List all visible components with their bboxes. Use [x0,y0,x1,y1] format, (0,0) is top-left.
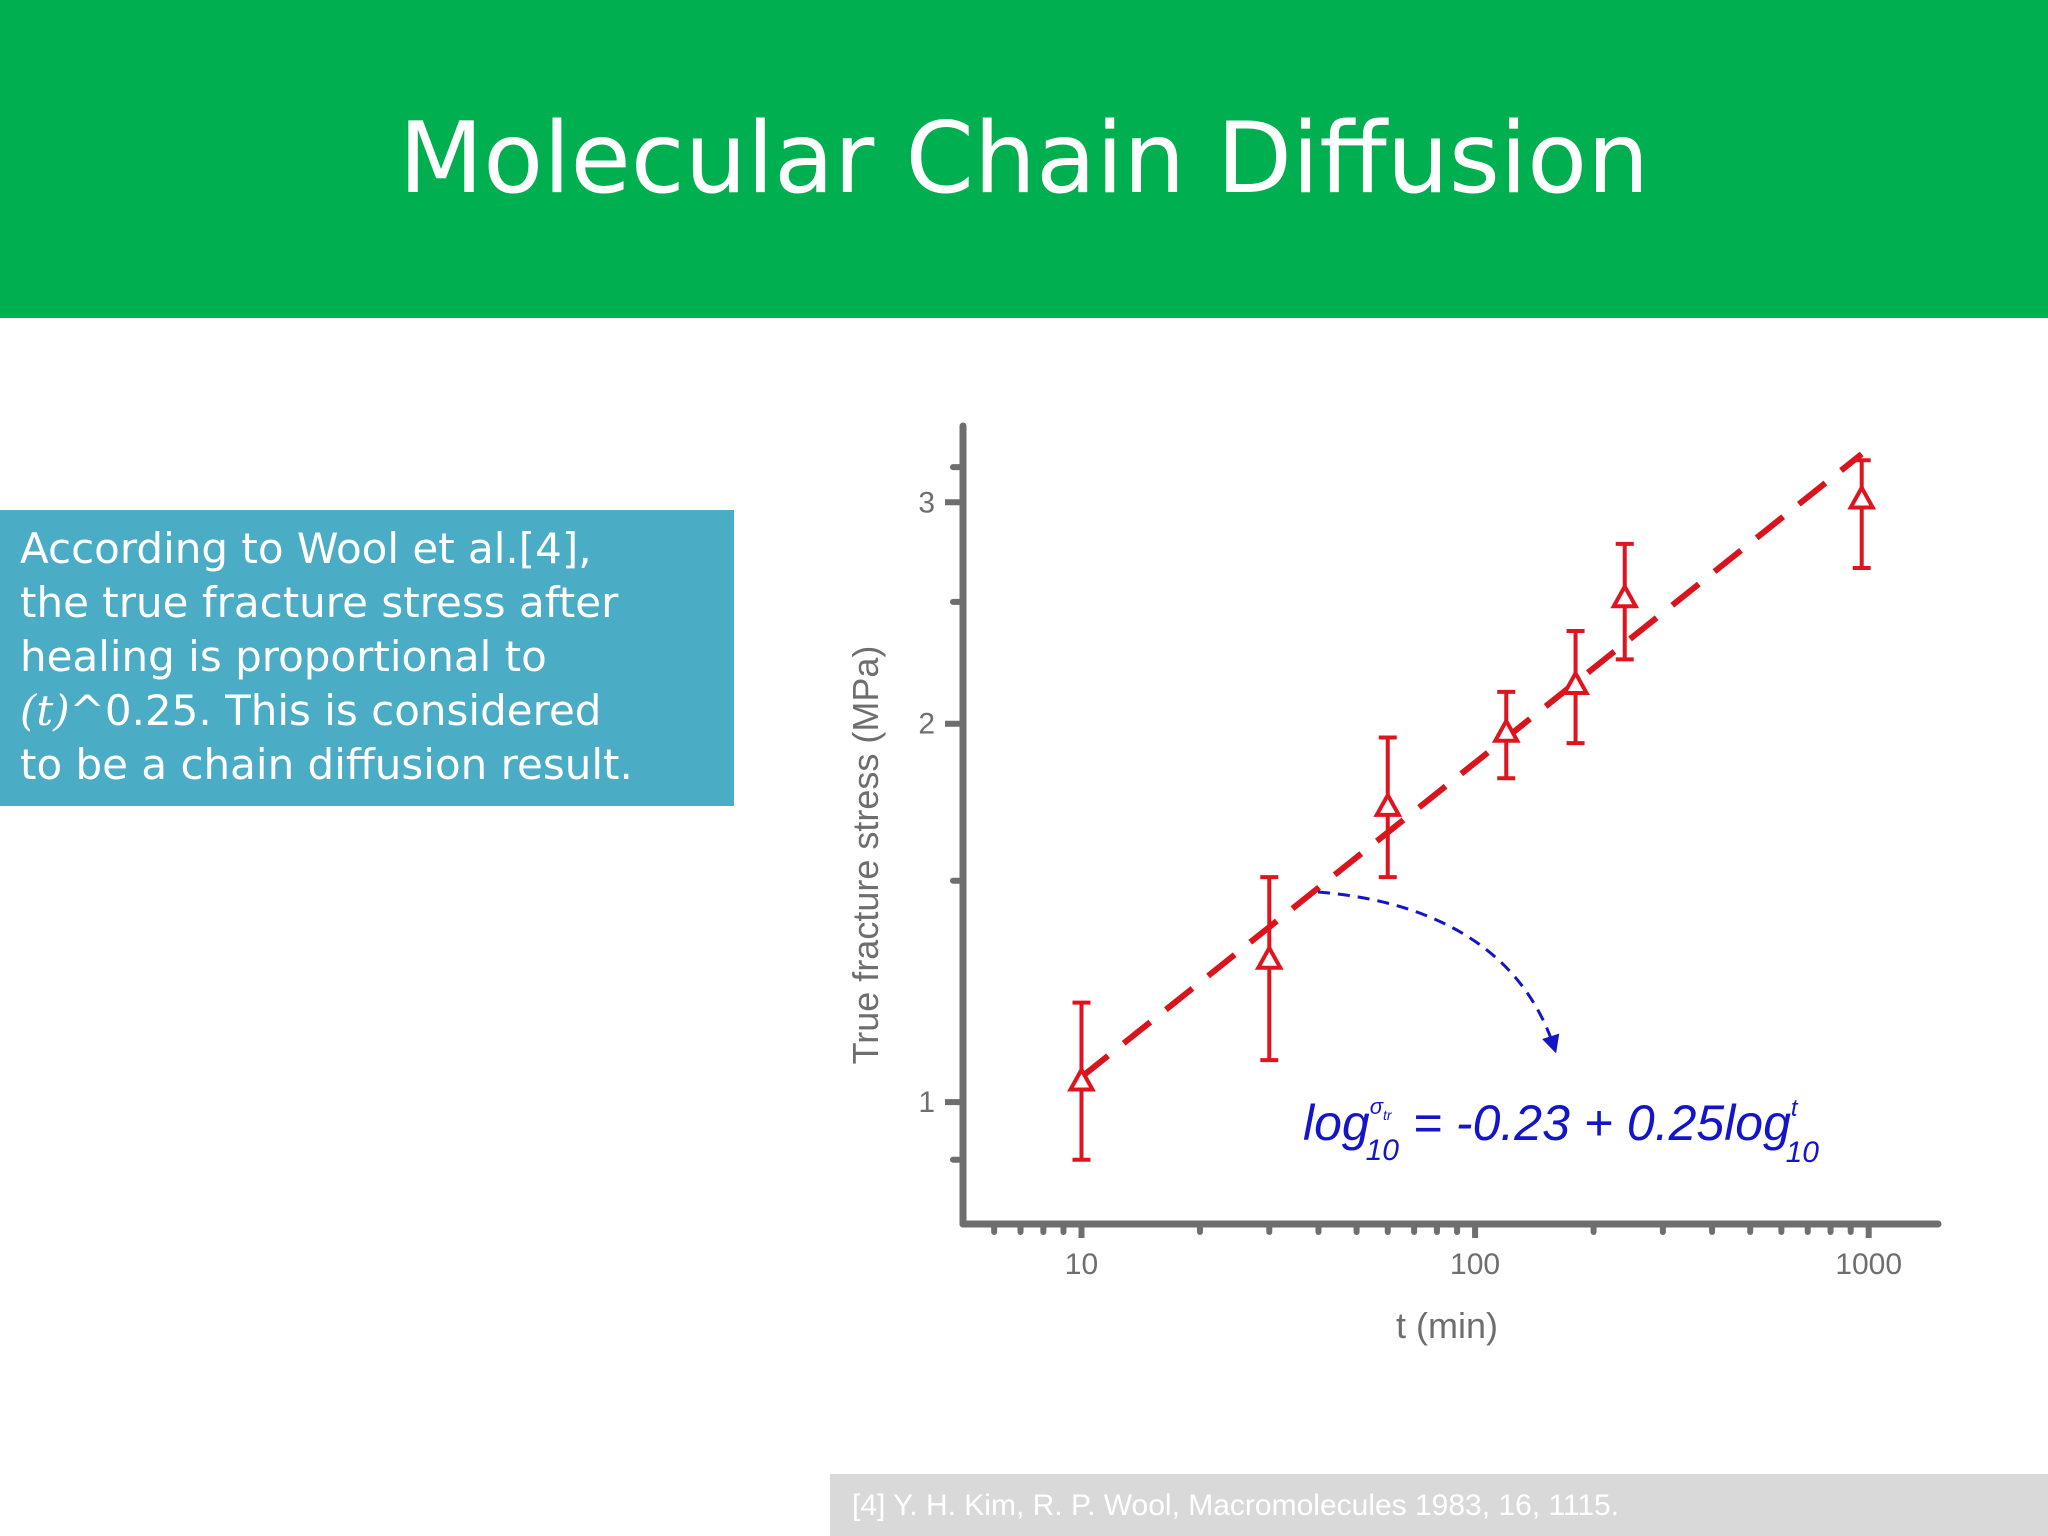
data-point-marker [1254,943,1284,970]
equation-log: log [1303,1095,1370,1151]
title-bar [0,0,2048,318]
fit-line-layer [1079,451,1864,1080]
fit-line [1079,451,1864,1080]
summary-math-t: (t) [20,686,70,735]
data-point-marker [1610,582,1640,609]
chart-svg: 10 100 1000 1 2 3 t (min) True fracture stress … [845,422,1942,1346]
annotation-layer: logσtr 10 = -0.23 + 0.25logt 10 [1303,890,1819,1169]
summary-line-2: the true fracture stress after [20,578,619,627]
data-point-marker [1491,716,1521,743]
x-tick-label: 100 [1450,1248,1500,1281]
data-point-marker [1373,790,1403,817]
equation-sigma-sub: tr [1383,1107,1393,1123]
y-tick-label: 2 [918,708,935,741]
summary-line-1: According to Wool et al.[4], [20,524,592,573]
y-tick-label: 1 [918,1086,935,1119]
summary-line-4-rest: ^0.25. This is considered [69,686,602,735]
data-point-marker [1847,483,1877,510]
slide-title: Molecular Chain Diffusion [398,102,1650,216]
equation-t: t [1791,1095,1799,1122]
annotation-arrow [1317,890,1560,1054]
axes: 10 100 1000 1 2 3 t (min) True fracture stress … [845,422,1942,1346]
fracture-stress-chart: 10 100 1000 1 2 3 t (min) True fracture stress … [820,400,1970,1364]
equation-text: logσtr 10 = -0.23 + 0.25logt 10 [1303,1094,1819,1169]
x-axis-label: t (min) [1396,1305,1498,1346]
summary-line-4: (t)^0.25. This is considered [20,684,718,738]
data-point-marker [1067,1065,1096,1092]
equation-base-1: 10 [1366,1134,1400,1167]
reference-footnote: [4] Y. H. Kim, R. P. Wool, Macromolecule… [830,1474,2048,1536]
data-points-layer [1067,458,1877,1162]
summary-line-3: healing is proportional to [20,632,547,681]
equation-base-2: 10 [1786,1136,1820,1169]
equation-middle: = -0.23 + 0.25log [1399,1095,1791,1151]
summary-line-5: to be a chain diffusion result. [20,740,633,789]
x-tick-label: 10 [1065,1248,1098,1281]
equation-sigma: σ [1370,1094,1384,1119]
y-tick-label: 3 [918,486,935,519]
y-axis-label: True fracture stress (MPa) [845,646,886,1065]
data-point-marker [1561,669,1590,696]
summary-text-box: According to Wool et al.[4], the true fr… [0,510,734,806]
x-tick-label: 1000 [1835,1248,1902,1281]
